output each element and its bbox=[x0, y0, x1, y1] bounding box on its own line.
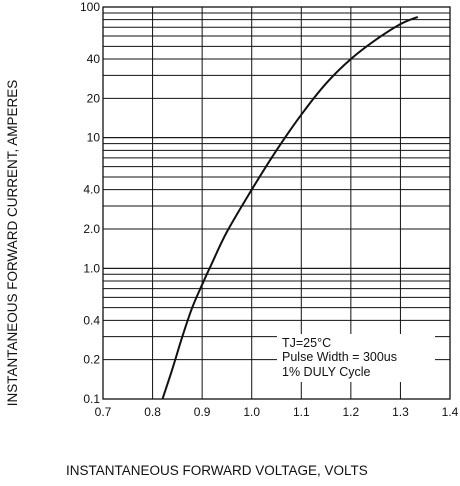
x-tick-label: 1.3 bbox=[392, 405, 409, 419]
annotation-duty-cycle: 1% DULY Cycle bbox=[282, 365, 371, 379]
y-tick-label: 2.0 bbox=[83, 222, 100, 236]
x-tick-label: 1.4 bbox=[442, 405, 459, 419]
y-tick-label: 0.4 bbox=[83, 313, 100, 327]
series-line-forward-current bbox=[161, 15, 419, 400]
conditions-annotation: TJ=25°C Pulse Width = 300us 1% DULY Cycl… bbox=[277, 334, 435, 382]
y-tick-label: 1.0 bbox=[83, 261, 100, 275]
y-tick-label: 0.1 bbox=[83, 392, 100, 406]
y-tick-label: 40 bbox=[87, 52, 101, 66]
x-tick-label: 1.2 bbox=[343, 405, 360, 419]
annotation-box bbox=[277, 334, 435, 382]
x-tick-labels: 0.7 0.8 0.9 1.0 1.1 1.2 1.3 1.4 bbox=[95, 405, 459, 419]
y-tick-label: 10 bbox=[87, 131, 101, 145]
x-tick-label: 1.0 bbox=[243, 405, 260, 419]
annotation-pulse-width: Pulse Width = 300us bbox=[282, 350, 397, 364]
annotation-temperature: TJ=25°C bbox=[282, 336, 331, 350]
y-tick-label: 0.2 bbox=[83, 353, 100, 367]
x-axis-title: INSTANTANEOUS FORWARD VOLTAGE, VOLTS bbox=[66, 463, 368, 478]
plot-frame bbox=[102, 6, 451, 400]
x-tick-label: 1.1 bbox=[293, 405, 310, 419]
y-tick-label: 4.0 bbox=[83, 183, 100, 197]
y-tick-label: 20 bbox=[87, 91, 101, 105]
x-tick-label: 0.8 bbox=[144, 405, 161, 419]
y-tick-labels: 100 40 20 10 4.0 2.0 1.0 0.4 0.2 0.1 bbox=[80, 0, 100, 406]
x-tick-label: 0.7 bbox=[95, 405, 112, 419]
x-tick-label: 0.9 bbox=[194, 405, 211, 419]
y-axis-title: INSTANTANEOUS FORWARD CURRENT, AMPERES bbox=[5, 80, 20, 407]
y-tick-label: 100 bbox=[80, 0, 100, 14]
